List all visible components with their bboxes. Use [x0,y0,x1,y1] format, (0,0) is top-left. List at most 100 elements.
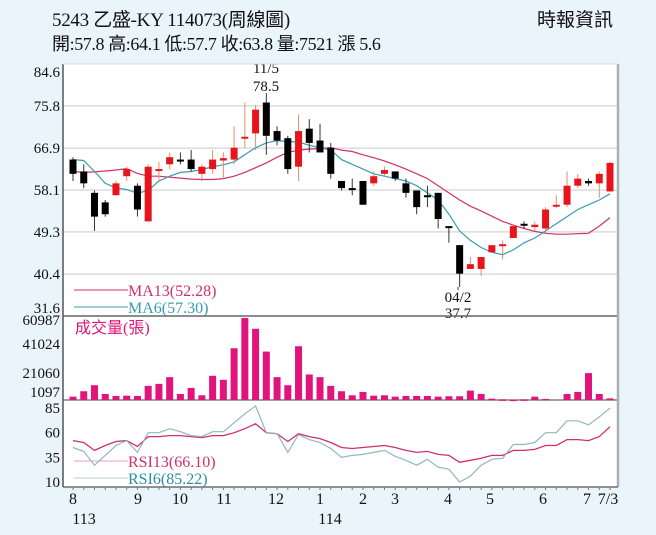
candle-body [359,180,367,205]
volume-bar [198,395,206,400]
candle-body [585,180,593,184]
candle-body [123,169,131,177]
x-axis-label: 7/3 [598,491,618,508]
candle-body [90,192,98,217]
volume-bar [380,395,388,400]
candle-body [316,140,324,153]
volume-axis-label: 21060 [23,366,61,382]
candle-body [273,131,281,141]
volume-bar [509,399,517,402]
chart-title: 5243 乙盛-KY 114073(周線圖) [52,10,290,31]
year-label: 114 [318,511,341,528]
candle-body [563,185,571,205]
candle-body [595,173,603,184]
volume-legend-label: 成交量(張) [75,319,150,337]
x-axis-label: 3 [391,491,399,508]
candle-body [574,178,582,186]
candle-body [423,195,431,198]
low-value-label: 37.7 [445,306,472,322]
candle-body [456,245,464,274]
volume-bar [273,377,281,400]
x-axis-label: 4 [444,491,452,508]
x-axis-label: 9 [134,491,142,508]
candle-body [348,188,356,191]
source-label: 時報資訊 [537,10,614,31]
volume-bar [585,373,593,400]
ma6-line [72,139,611,256]
x-axis-label: 6 [539,491,547,508]
volume-bar [595,393,603,400]
candle-body [80,171,88,184]
ma13-legend-label: MA13(52.28) [128,283,216,300]
volume-bar [488,398,496,401]
rsi-axis-label: 85 [45,401,60,417]
rsi6-legend-label: RSI6(85.22) [128,471,208,488]
volume-bar [123,395,131,400]
rsi13-line [72,423,611,463]
candle-body [488,245,496,253]
low-date-label: 04/2 [445,290,472,306]
volume-bar [209,375,217,400]
candle-body [338,180,345,189]
volume-bar [466,390,474,400]
volume-bar [284,385,292,400]
candle-body [402,183,410,193]
x-axis-label: 10 [172,491,188,508]
candle-body [434,192,442,220]
volume-bar [445,396,453,400]
volume-bar [391,396,399,400]
volume-bar [101,393,109,400]
candle-body [176,159,184,162]
volume-bar [456,396,464,400]
high-value-label: 78.5 [253,79,279,95]
volume-bar [305,374,313,400]
volume-bar [112,395,120,400]
volume-bar [434,396,442,400]
volume-axis-label: 60987 [23,313,61,329]
candle-body [327,147,335,174]
volume-bar [155,383,163,400]
volume-axis-label: 41024 [23,337,61,353]
candle-body [413,190,421,208]
rsi13-legend-label: RSI13(66.10) [128,454,216,471]
volume-bar [520,399,528,401]
volume-bar [348,395,356,400]
volume-bar [531,396,539,400]
candle-body [230,147,238,160]
rsi6-line [72,405,611,483]
volume-bar [423,395,431,400]
x-axis-label: 7 [583,491,591,508]
candle-body [69,159,77,174]
candle-body [112,183,120,196]
volume-bar [166,377,174,400]
volume-bar [219,379,227,400]
volume-bar [187,387,195,400]
x-axis-label: 8 [69,491,77,508]
volume-bar [90,385,98,400]
candle-body [606,162,614,192]
price-axis-label: 66.9 [34,141,60,157]
volume-bar [563,393,571,400]
candle-body [262,102,270,136]
volume-bar [133,395,141,400]
volume-bar [574,391,582,400]
ma6-legend-label: MA6(57.30) [128,300,208,317]
candle-body [198,166,206,174]
year-label: 113 [72,511,95,528]
candle-body [391,171,399,179]
candle-body [209,159,217,170]
candle-body [305,128,313,143]
candle-body [295,131,303,167]
candle-body [101,202,109,215]
price-axis-label: 75.8 [34,99,60,115]
volume-bar [69,396,77,400]
price-axis-label: 49.3 [34,225,60,241]
volume-bar [262,351,270,400]
volume-bar [370,395,378,400]
high-date-label: 11/5 [253,61,279,77]
volume-bar [327,385,335,400]
volume-bar [241,318,249,400]
candle-body [144,166,152,222]
volume-bar [402,395,410,400]
